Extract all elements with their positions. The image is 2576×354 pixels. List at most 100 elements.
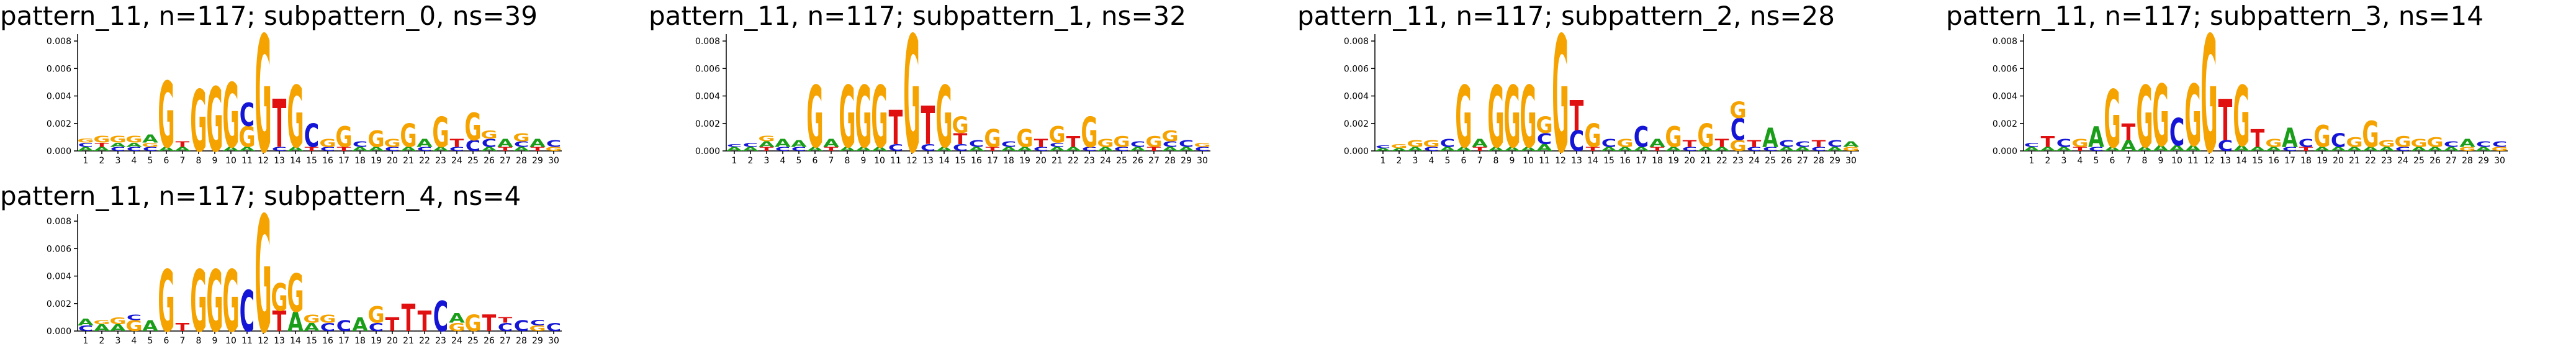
y-tick-label: 0.004 bbox=[1344, 92, 1369, 102]
logo-letter-T: T bbox=[1812, 138, 1826, 150]
logo-letter-G: G bbox=[287, 69, 304, 167]
logo-letter-G: G bbox=[109, 134, 126, 145]
logo-letter-T: T bbox=[337, 145, 351, 152]
x-tick-label: 28 bbox=[1813, 156, 1824, 166]
x-tick-label: 26 bbox=[484, 156, 495, 166]
logo-letter-A: A bbox=[2346, 145, 2362, 152]
logo-panel-0: pattern_11, n=117; subpattern_0, ns=39 0.… bbox=[0, 0, 621, 189]
logo-svg: pattern_11, n=117; subpattern_2, ns=28 0.… bbox=[1297, 1, 1860, 189]
x-tick-label: 4 bbox=[1429, 156, 1434, 166]
x-tick-label: 3 bbox=[115, 336, 121, 346]
logo-letter-T: T bbox=[1570, 93, 1584, 140]
logo-letter-C: C bbox=[2476, 140, 2491, 148]
logo-letter-A: A bbox=[1649, 137, 1665, 150]
x-tick-label: 20 bbox=[2333, 156, 2344, 166]
logo-letter-G: G bbox=[125, 317, 142, 334]
y-tick-label: 0.004 bbox=[1993, 92, 2017, 102]
logo-letter-C: C bbox=[1179, 138, 1194, 150]
logo-letter-A: A bbox=[936, 145, 952, 152]
logo-letter-C: C bbox=[240, 279, 254, 345]
logo-letter-A: A bbox=[2475, 145, 2492, 152]
logo-letter-G: G bbox=[367, 302, 384, 329]
x-tick-label: 11 bbox=[1539, 156, 1550, 166]
logo-letter-T: T bbox=[272, 306, 287, 338]
logo-letter-A: A bbox=[433, 145, 449, 152]
logo-letter-A: A bbox=[1536, 143, 1552, 154]
x-tick-label: 10 bbox=[1523, 156, 1534, 166]
logo-letter-C: C bbox=[1747, 145, 1762, 152]
x-tick-label: 2 bbox=[1397, 156, 1402, 166]
x-tick-label: 28 bbox=[516, 336, 527, 346]
x-tick-label: 6 bbox=[164, 336, 169, 346]
logo-letter-C: C bbox=[514, 140, 529, 148]
x-tick-label: 29 bbox=[1181, 156, 1192, 166]
x-tick-label: 27 bbox=[500, 156, 511, 166]
logo-letter-T: T bbox=[1747, 138, 1762, 150]
logo-letter-T: T bbox=[1651, 145, 1665, 152]
logo-letter-C: C bbox=[1537, 130, 1552, 147]
logo-letter-A: A bbox=[759, 140, 775, 148]
logo-letter-G: G bbox=[93, 319, 110, 325]
logo-letter-G: G bbox=[158, 253, 174, 352]
logo-letter-C: C bbox=[1731, 112, 1745, 147]
logo-letter-C: C bbox=[143, 145, 158, 152]
logo-letter-G: G bbox=[839, 69, 855, 167]
x-tick-label: 25 bbox=[467, 336, 479, 346]
logo-letter-A: A bbox=[1456, 145, 1472, 152]
logo-letter-G: G bbox=[2426, 135, 2443, 150]
x-tick-label: 5 bbox=[148, 156, 153, 166]
logo-letter-C: C bbox=[1114, 145, 1129, 152]
logo-letter-C: C bbox=[1130, 140, 1145, 148]
logo-letter-C: C bbox=[1811, 145, 1826, 152]
x-tick-label: 14 bbox=[2236, 156, 2247, 166]
x-tick-label: 2 bbox=[99, 336, 105, 346]
x-tick-label: 24 bbox=[1100, 156, 1111, 166]
logo-letter-C: C bbox=[1763, 145, 1778, 152]
logo-letter-C: C bbox=[888, 143, 903, 154]
logo-letter-A: A bbox=[158, 145, 174, 152]
x-tick-label: 4 bbox=[780, 156, 786, 166]
logo-letter-G: G bbox=[2394, 133, 2411, 150]
logo-letter-A: A bbox=[2137, 145, 2153, 152]
logo-letter-C: C bbox=[546, 321, 561, 334]
x-tick-label: 27 bbox=[500, 336, 511, 346]
x-tick-label: 23 bbox=[1732, 156, 1744, 166]
x-tick-label: 10 bbox=[2171, 156, 2182, 166]
logo-letter-A: A bbox=[78, 317, 94, 329]
x-tick-label: 11 bbox=[241, 156, 253, 166]
logo-letter-T: T bbox=[450, 137, 465, 150]
logo-panel-1: pattern_11, n=117; subpattern_1, ns=32 0.… bbox=[649, 0, 1269, 189]
logo-letter-G: G bbox=[871, 69, 888, 167]
x-tick-label: 16 bbox=[322, 336, 333, 346]
logo-letter-G: G bbox=[1390, 143, 1407, 150]
x-tick-label: 23 bbox=[2381, 156, 2392, 166]
logo-letter-A: A bbox=[823, 137, 839, 150]
x-tick-label: 17 bbox=[987, 156, 998, 166]
x-tick-label: 28 bbox=[1164, 156, 1176, 166]
x-tick-label: 15 bbox=[2252, 156, 2263, 166]
x-tick-label: 22 bbox=[1068, 156, 1079, 166]
logo-letter-A: A bbox=[2330, 145, 2346, 152]
logo-letter-A: A bbox=[726, 145, 742, 152]
logo-letter-C: C bbox=[953, 143, 968, 154]
y-tick-label: 0.002 bbox=[47, 299, 71, 309]
x-tick-label: 7 bbox=[829, 156, 834, 166]
x-tick-label: 13 bbox=[922, 156, 934, 166]
logo-letter-G: G bbox=[2346, 135, 2362, 150]
logo-letter-G: G bbox=[125, 134, 142, 145]
logo-letter-A: A bbox=[1017, 145, 1033, 152]
y-tick-label: 0.000 bbox=[1344, 147, 1369, 157]
logo-letter-C: C bbox=[1569, 125, 1584, 158]
logo-letter-T: T bbox=[1066, 133, 1081, 150]
x-tick-label: 18 bbox=[2300, 156, 2312, 166]
x-tick-label: 15 bbox=[306, 336, 317, 346]
logo-letter-T: T bbox=[2251, 124, 2265, 153]
logo-letter-C: C bbox=[1827, 138, 1842, 150]
logo-letter-A: A bbox=[2056, 145, 2072, 152]
x-tick-label: 23 bbox=[435, 336, 446, 346]
logo-letter-G: G bbox=[1503, 69, 1520, 167]
logo-letter-C: C bbox=[1001, 140, 1016, 148]
x-tick-label: 12 bbox=[1555, 156, 1566, 166]
logo-letter-T: T bbox=[1715, 137, 1730, 150]
logo-letter-A: A bbox=[1178, 145, 1194, 152]
